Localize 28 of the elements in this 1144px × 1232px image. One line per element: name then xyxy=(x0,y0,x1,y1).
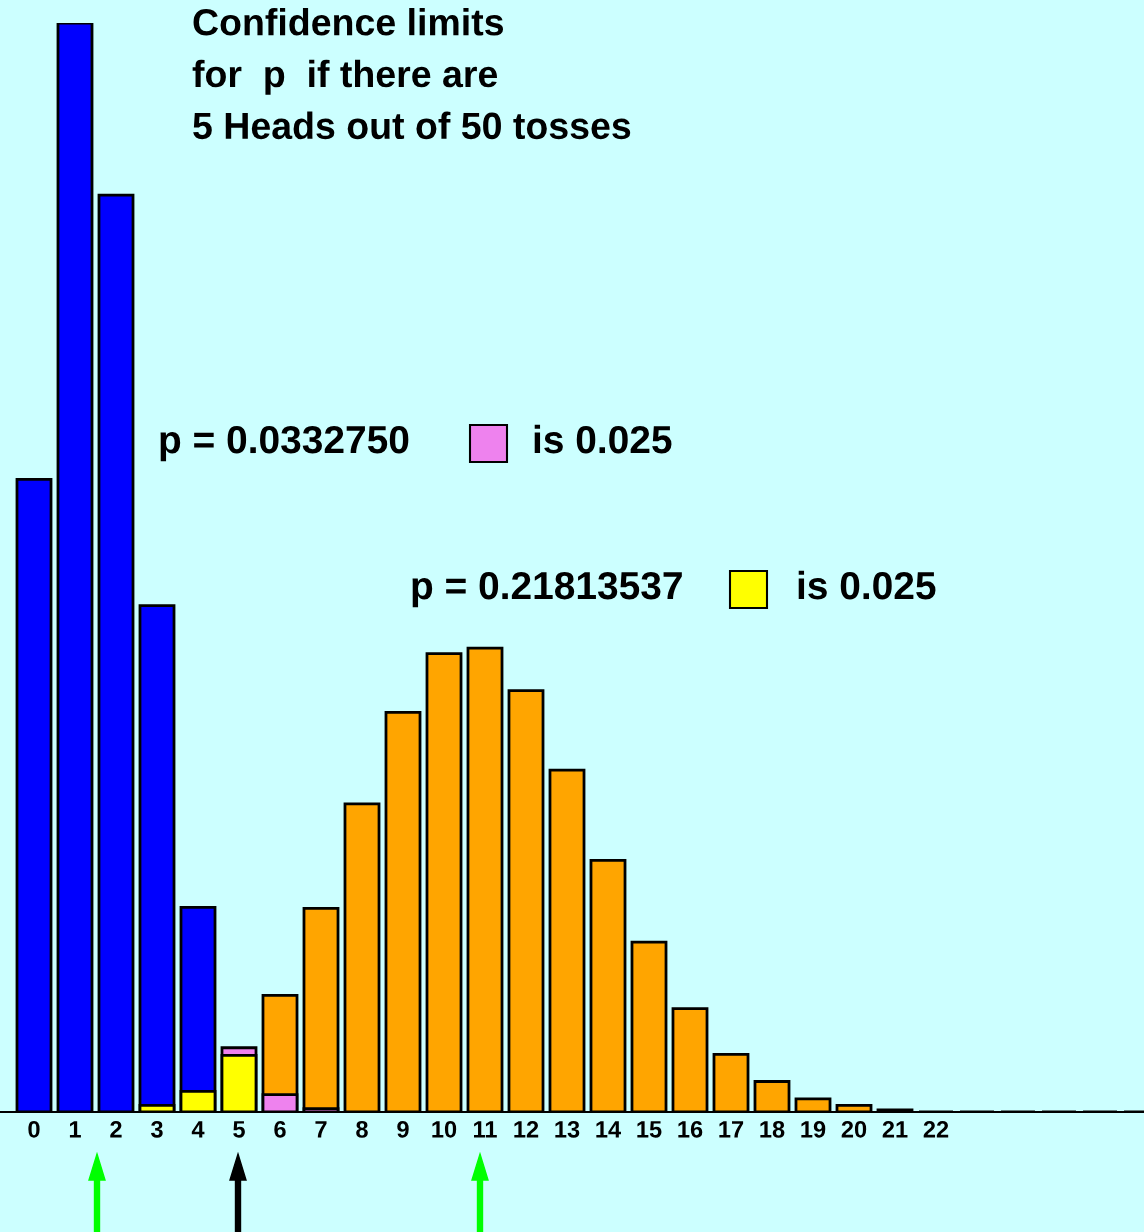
x-tick-label: 13 xyxy=(555,1120,580,1138)
annotation: p = 0.0332750 xyxy=(160,425,409,462)
x-tick-label: 19 xyxy=(801,1120,826,1138)
x-tick-label: 21 xyxy=(882,1120,908,1138)
x-tick-label: 11 xyxy=(474,1121,497,1138)
text: Confidence limits for p if there are 5 Heads out of 50 tosses xyxy=(192,8,631,140)
x-tick-label: 7 xyxy=(315,1121,327,1138)
x-tick-label: 1 xyxy=(69,1121,81,1138)
x-tick-label: 2 xyxy=(110,1120,122,1138)
x-tick-label: 20 xyxy=(841,1120,867,1138)
x-tick-label: 8 xyxy=(356,1120,368,1138)
x-tick-label: 22 xyxy=(923,1120,949,1138)
x-tick-label: 10 xyxy=(432,1120,457,1138)
x-tick-label: 16 xyxy=(678,1120,703,1138)
x-tick-label: 4 xyxy=(191,1121,205,1138)
x-tick-label: 15 xyxy=(637,1121,662,1138)
x-tick-label: 18 xyxy=(760,1120,785,1138)
x-tick-label: 14 xyxy=(596,1121,622,1138)
annotation: is 0.025 xyxy=(534,424,672,454)
x-tick-label: 12 xyxy=(514,1120,539,1138)
x-tick-label: 17 xyxy=(719,1121,744,1138)
annotation: is 0.025 xyxy=(798,570,936,600)
x-tick-label: 9 xyxy=(397,1120,409,1138)
x-tick-label: 0 xyxy=(28,1120,40,1138)
x-tick-label: 6 xyxy=(274,1120,286,1138)
x-tick-label: 3 xyxy=(150,1120,163,1138)
x-tick-label: 5 xyxy=(233,1121,245,1138)
annotation: p = 0.21813537 xyxy=(412,571,682,608)
